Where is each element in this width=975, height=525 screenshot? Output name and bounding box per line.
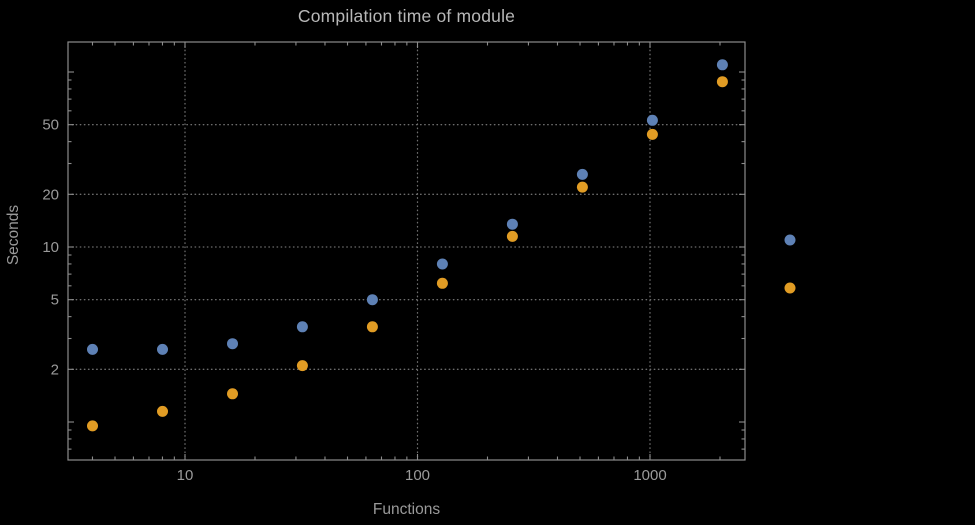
data-point (716, 59, 728, 71)
y-tick-label: 50 (42, 117, 59, 134)
plot-frame (67, 41, 746, 461)
data-point (157, 343, 168, 355)
y-tick-label: 2 (51, 361, 59, 378)
y-tick-label: 5 (51, 292, 59, 309)
data-point (576, 181, 588, 193)
legend-marker (784, 282, 796, 294)
data-point (716, 76, 728, 88)
data-point (366, 321, 378, 333)
data-point (87, 343, 98, 355)
data-point (157, 405, 168, 417)
data-point (227, 388, 238, 400)
data-point (87, 420, 98, 432)
x-axis-label: Functions (372, 501, 441, 518)
x-tick-label: 100 (405, 467, 430, 484)
x-tick-label: 1000 (633, 467, 666, 484)
data-point (646, 128, 658, 140)
y-tick-label: 10 (42, 239, 59, 256)
data-point (576, 168, 588, 180)
data-point (436, 277, 448, 289)
chart-title: Compilation time of module (297, 6, 516, 26)
y-tick-label: 20 (42, 186, 59, 203)
x-tick-label: 10 (177, 467, 194, 484)
data-point (227, 338, 238, 350)
data-point (646, 114, 658, 126)
legend-marker (784, 234, 796, 246)
data-point (506, 230, 518, 242)
data-point (296, 360, 308, 372)
data-point (436, 258, 448, 270)
data-point (296, 321, 308, 333)
data-point (366, 294, 378, 306)
data-point (506, 218, 518, 230)
